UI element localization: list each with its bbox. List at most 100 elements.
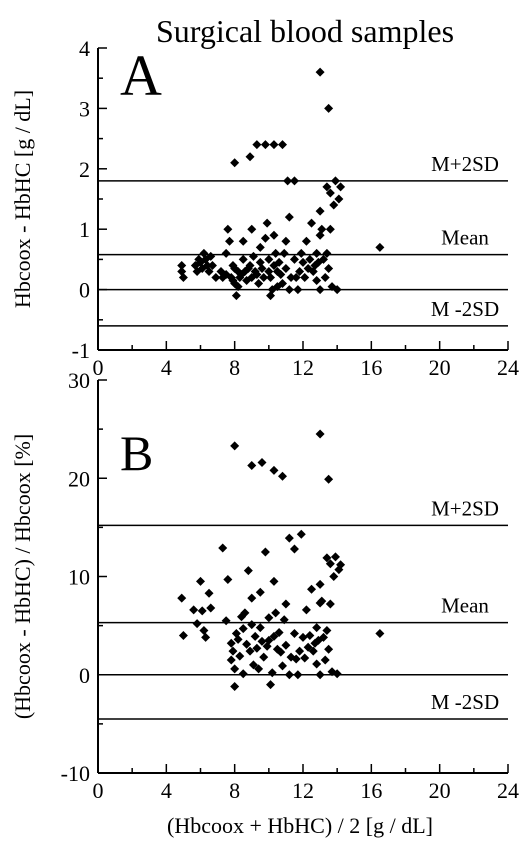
data-point <box>196 576 205 586</box>
data-point <box>230 158 240 168</box>
x-tick-label: 12 <box>292 355 314 380</box>
data-point <box>260 140 270 150</box>
data-point <box>206 251 216 261</box>
data-point <box>329 572 339 581</box>
data-point <box>245 152 255 162</box>
data-point <box>271 608 281 618</box>
data-point <box>289 544 299 554</box>
data-point <box>289 176 299 186</box>
data-point <box>197 606 207 616</box>
data-point <box>233 282 243 292</box>
data-point <box>305 254 315 264</box>
y-axis-label: Hbcoox - HbHC [g / dL] <box>10 90 35 308</box>
data-point <box>243 566 253 576</box>
data-point <box>300 653 310 663</box>
data-point <box>274 257 284 267</box>
data-point <box>226 655 236 665</box>
data-point <box>322 553 332 563</box>
x-tick-label: 20 <box>429 778 451 803</box>
data-point <box>296 529 306 539</box>
data-point <box>204 588 214 598</box>
data-point <box>269 230 279 240</box>
data-point <box>324 644 334 654</box>
data-point <box>317 596 327 606</box>
data-point <box>269 576 279 586</box>
y-tick-label: 4 <box>79 36 90 61</box>
data-point <box>255 623 265 633</box>
data-point <box>330 552 340 562</box>
data-point <box>264 613 274 623</box>
data-point <box>296 248 306 258</box>
data-point <box>279 248 289 258</box>
panel-letter: B <box>120 425 153 481</box>
y-tick-label: 2 <box>79 157 90 182</box>
data-point <box>274 628 284 638</box>
y-tick-label: 20 <box>68 466 90 491</box>
data-point <box>259 652 269 662</box>
data-point <box>317 224 327 234</box>
data-point <box>278 661 287 671</box>
data-point <box>322 626 332 636</box>
data-point <box>255 587 265 597</box>
data-point <box>315 670 325 680</box>
reference-line-label: M+2SD <box>431 496 499 520</box>
data-point <box>284 533 294 543</box>
y-tick-label: 0 <box>79 278 90 303</box>
data-point <box>269 140 279 150</box>
data-point <box>298 257 308 267</box>
data-point <box>324 263 334 273</box>
data-point <box>322 182 332 192</box>
data-point <box>312 248 322 258</box>
data-point <box>330 176 340 186</box>
data-point <box>242 639 252 649</box>
x-tick-label: 16 <box>360 355 382 380</box>
data-point <box>254 279 264 289</box>
chart-title: Surgical blood samples <box>156 13 454 49</box>
data-point <box>257 458 267 468</box>
data-point <box>336 182 346 192</box>
data-point <box>262 218 272 228</box>
data-point <box>221 616 231 626</box>
data-point <box>271 248 281 258</box>
data-point <box>238 254 248 264</box>
data-point <box>178 630 188 640</box>
x-tick-label: 16 <box>360 778 382 803</box>
data-point <box>269 631 279 641</box>
data-point <box>278 279 287 289</box>
data-point <box>259 273 269 283</box>
data-point <box>276 270 286 279</box>
reference-line-label: M -2SD <box>431 297 499 321</box>
data-point <box>252 643 262 653</box>
data-point <box>284 670 294 680</box>
data-point <box>192 619 202 629</box>
reference-line-label: Mean <box>441 594 489 618</box>
data-point <box>211 273 221 283</box>
data-point <box>248 251 258 261</box>
data-point <box>284 285 294 295</box>
y-axis-label: (Hbcoox - HbHC) / Hbcoox [%] <box>10 434 35 719</box>
data-point <box>278 140 287 150</box>
data-point <box>303 642 313 652</box>
data-point <box>221 248 231 258</box>
data-point <box>293 285 303 295</box>
data-point <box>257 263 267 273</box>
y-tick-label: -1 <box>72 338 90 363</box>
data-point <box>255 242 265 252</box>
data-point <box>257 636 267 646</box>
data-point <box>231 291 241 301</box>
data-point <box>230 664 240 674</box>
data-point <box>320 273 330 283</box>
data-point <box>247 224 257 234</box>
data-point <box>247 593 257 603</box>
reference-line-label: Mean <box>441 226 489 250</box>
x-tick-label: 0 <box>93 355 104 380</box>
data-point <box>300 273 310 283</box>
reference-line-label: M -2SD <box>431 690 499 714</box>
data-point <box>204 266 214 276</box>
data-point <box>325 559 335 569</box>
x-tick-label: 24 <box>497 778 519 803</box>
data-point <box>177 260 187 270</box>
data-point <box>278 471 287 481</box>
